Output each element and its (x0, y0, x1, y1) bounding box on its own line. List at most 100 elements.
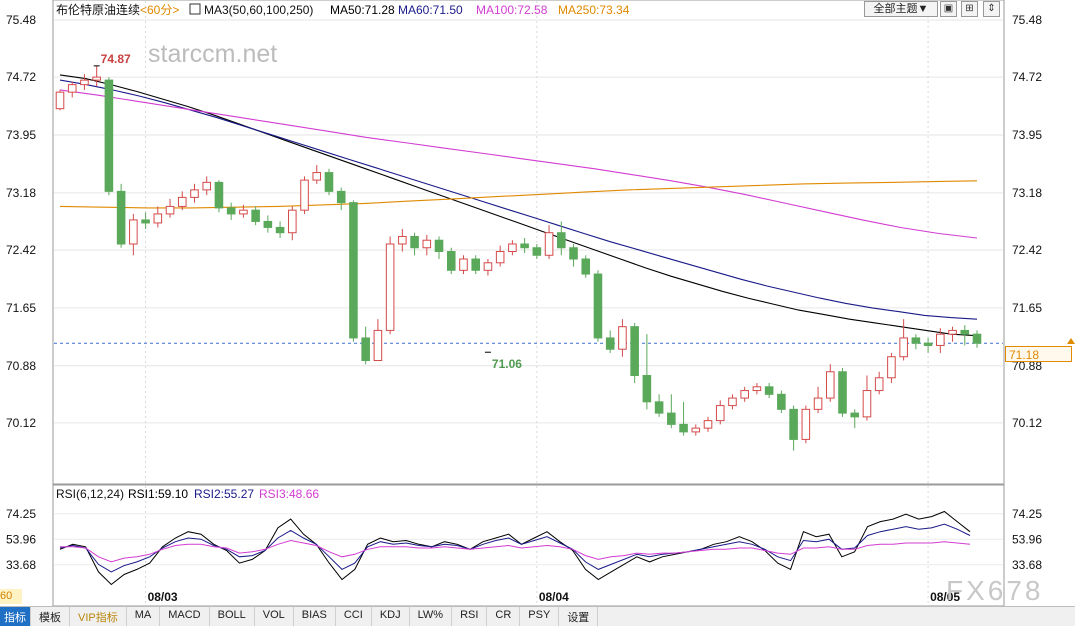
candle[interactable] (104, 77, 114, 196)
candle[interactable] (703, 416, 713, 432)
toolbar-item[interactable]: VIP指标 (70, 607, 127, 626)
toolbar-item[interactable]: VOL (255, 607, 294, 626)
candle[interactable] (960, 325, 970, 346)
candle[interactable] (288, 206, 297, 241)
candle[interactable] (361, 326, 370, 365)
candle[interactable] (764, 383, 774, 399)
candle[interactable] (752, 383, 762, 395)
candle[interactable] (373, 319, 383, 361)
candle[interactable] (226, 202, 236, 220)
candle[interactable] (202, 176, 212, 196)
toolbar-item[interactable]: PSY (520, 607, 560, 626)
candle[interactable] (923, 337, 933, 353)
period-label[interactable]: <60分> (140, 3, 179, 17)
window-icon[interactable]: ▣ (940, 1, 957, 17)
period-tag[interactable]: 60分 (0, 589, 22, 604)
candle[interactable] (679, 401, 688, 436)
candle[interactable] (667, 394, 676, 429)
toolbar-item[interactable]: 模板 (31, 607, 70, 626)
candle[interactable] (948, 326, 957, 342)
candle[interactable] (141, 212, 150, 229)
candle[interactable] (520, 237, 529, 254)
toolbar-item[interactable]: 设置 (559, 607, 599, 626)
candle[interactable] (459, 255, 468, 275)
candle[interactable] (55, 89, 65, 111)
candle[interactable] (495, 245, 505, 267)
candle[interactable] (813, 386, 823, 414)
candle[interactable] (789, 405, 798, 451)
candle[interactable] (422, 234, 432, 256)
toolbar-item[interactable]: KDJ (372, 607, 410, 626)
candle[interactable] (275, 221, 285, 238)
toolbar-item[interactable]: BOLL (210, 607, 255, 626)
candle[interactable] (691, 424, 701, 436)
toolbar-item[interactable]: CCI (336, 607, 372, 626)
candle[interactable] (312, 165, 322, 184)
candle[interactable] (153, 206, 163, 228)
candle[interactable] (593, 270, 603, 342)
candle[interactable] (116, 183, 126, 248)
candle[interactable] (874, 371, 884, 395)
candle[interactable] (80, 74, 89, 90)
candle[interactable] (349, 200, 358, 342)
candle[interactable] (398, 228, 407, 252)
candle[interactable] (300, 176, 309, 214)
candle[interactable] (715, 400, 725, 425)
candle[interactable] (251, 206, 260, 226)
candle[interactable] (92, 65, 101, 87)
toolbar-item[interactable]: MA (127, 607, 161, 626)
candle[interactable] (899, 319, 908, 361)
toolbar-item[interactable]: 指标 (0, 607, 31, 626)
candle[interactable] (862, 375, 872, 421)
candle[interactable] (972, 330, 982, 348)
candle[interactable] (936, 328, 945, 353)
ma-indicator-box[interactable] (189, 3, 201, 15)
candle[interactable] (740, 386, 749, 402)
candle[interactable] (508, 240, 517, 256)
candle[interactable] (67, 81, 77, 98)
scroll-icon[interactable]: ⇕ (983, 1, 1000, 17)
candle[interactable] (239, 204, 248, 218)
candle[interactable] (434, 236, 444, 260)
candle[interactable] (324, 168, 334, 196)
candle[interactable] (557, 221, 566, 256)
candle[interactable] (911, 334, 921, 350)
candle[interactable] (446, 247, 456, 275)
candle[interactable] (777, 390, 786, 414)
toolbar-item[interactable]: BIAS (294, 607, 336, 626)
candle[interactable] (336, 187, 346, 211)
candle[interactable] (618, 319, 627, 357)
candle[interactable] (129, 213, 138, 256)
candle[interactable] (177, 191, 187, 211)
theme-dropdown-button[interactable]: 全部主题▼ (864, 1, 938, 17)
restore-icon[interactable]: ⊞ (961, 1, 978, 17)
candle[interactable] (410, 232, 419, 256)
candle[interactable] (642, 334, 652, 410)
candle[interactable] (263, 215, 273, 233)
candle[interactable] (190, 183, 199, 203)
candle[interactable] (532, 243, 542, 260)
toolbar-item[interactable]: CR (487, 607, 521, 626)
candle[interactable] (850, 409, 860, 429)
toolbar-item[interactable]: MACD (160, 607, 210, 626)
candle[interactable] (544, 225, 554, 260)
candle[interactable] (581, 255, 591, 278)
candle[interactable] (654, 394, 664, 417)
candle[interactable] (838, 368, 847, 417)
candle[interactable] (605, 330, 615, 353)
candle[interactable] (825, 364, 835, 402)
candle[interactable] (483, 259, 493, 276)
candle[interactable] (887, 352, 896, 384)
candle[interactable] (165, 198, 175, 218)
candle[interactable] (728, 394, 737, 410)
candle[interactable] (630, 322, 639, 384)
candle[interactable] (569, 243, 578, 267)
toolbar-item[interactable]: RSI (452, 607, 488, 626)
candlesticks[interactable] (55, 65, 982, 451)
candle[interactable] (471, 255, 480, 275)
toolbar-item[interactable]: LW% (410, 607, 453, 626)
candle[interactable] (801, 405, 811, 444)
candle[interactable] (214, 180, 224, 213)
candle[interactable] (385, 236, 395, 335)
